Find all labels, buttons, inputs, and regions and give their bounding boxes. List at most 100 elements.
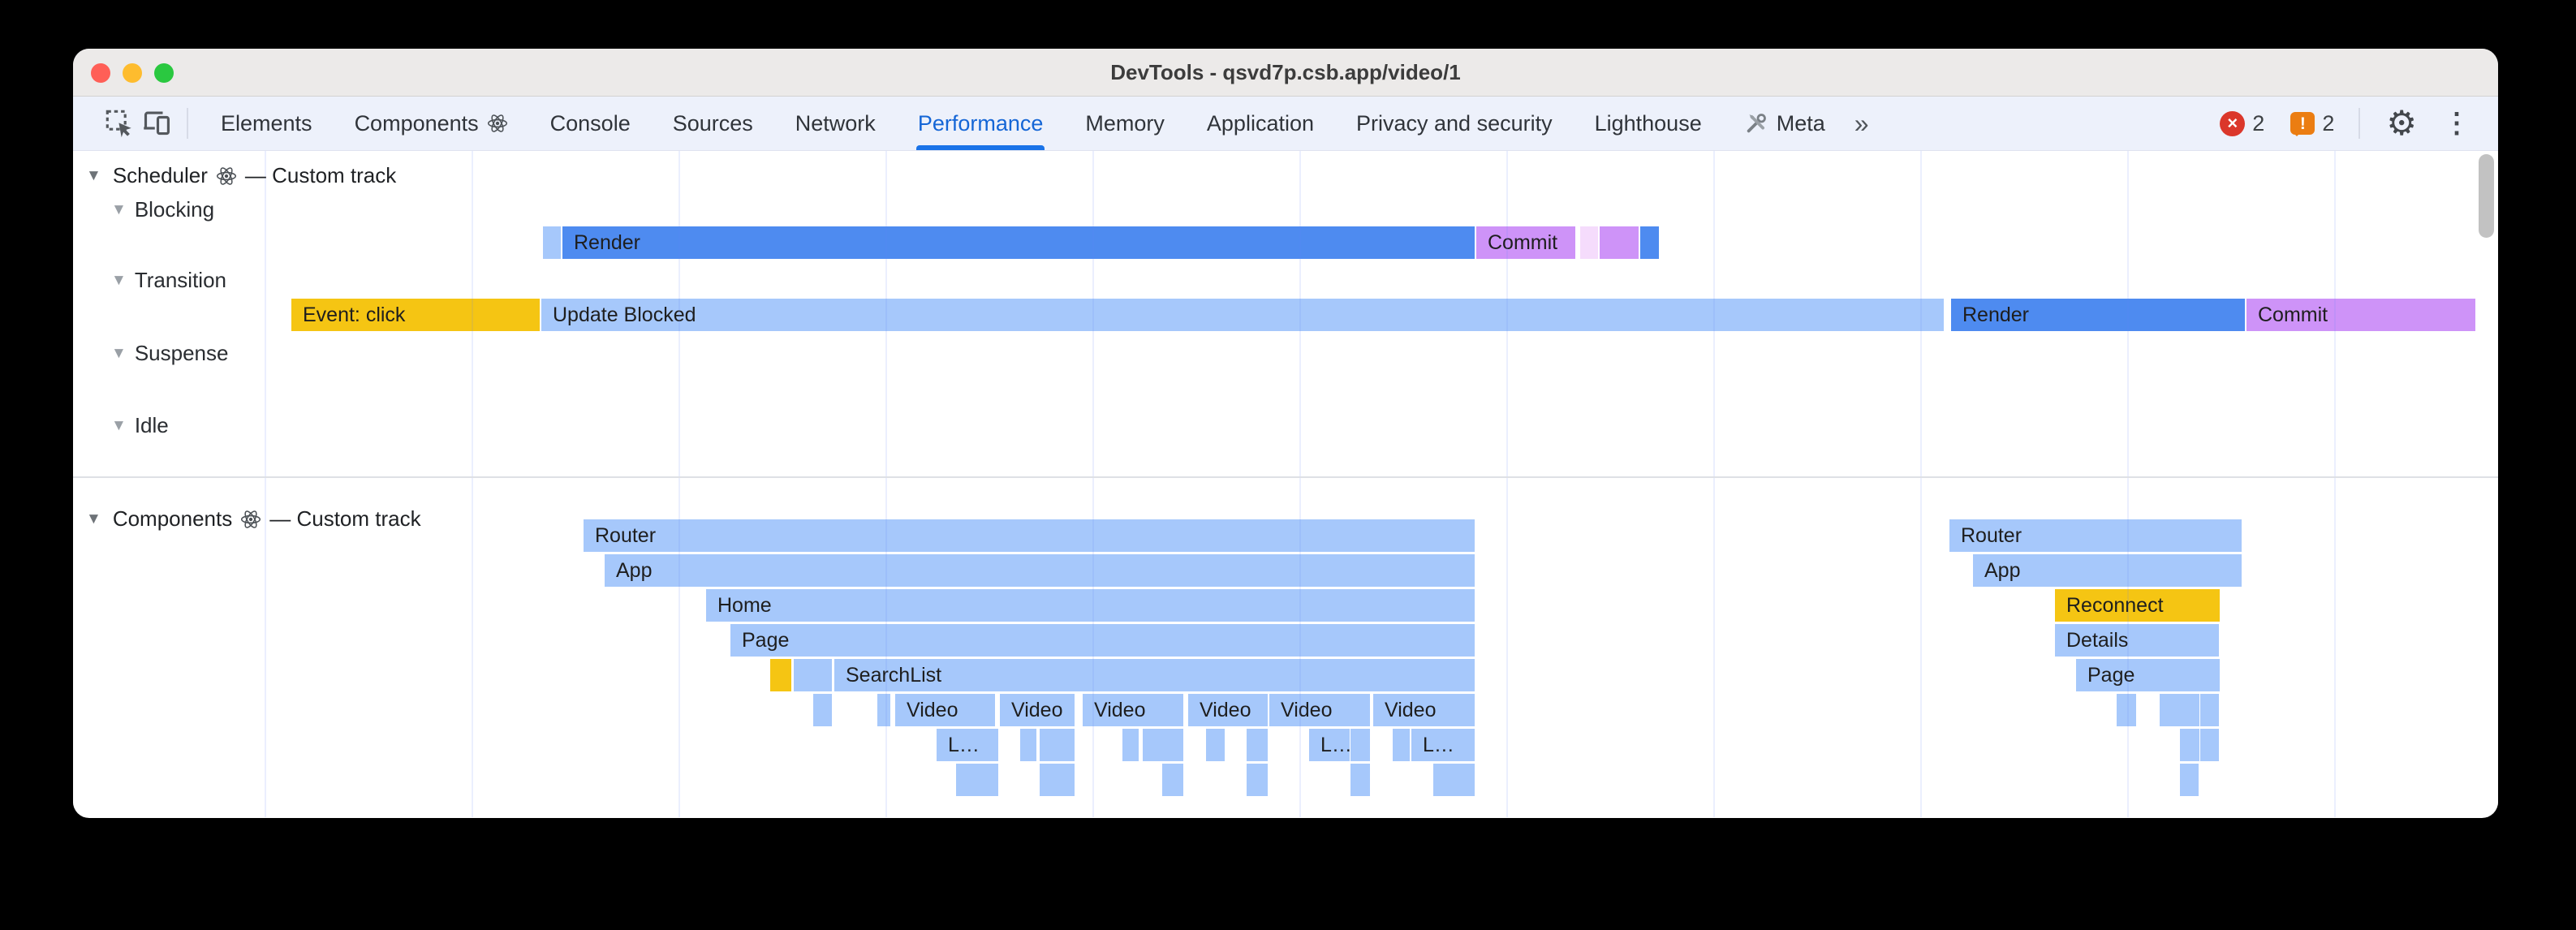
- error-badge[interactable]: × 2: [2220, 110, 2264, 136]
- collapse-triangle-icon[interactable]: ▼: [111, 200, 127, 218]
- flame-bar-details[interactable]: Details: [2055, 624, 2219, 657]
- collapse-triangle-icon[interactable]: ▼: [111, 271, 127, 289]
- flame-bar[interactable]: [956, 764, 998, 796]
- flame-bar[interactable]: [813, 694, 832, 726]
- flame-bar-render[interactable]: Render: [1951, 299, 2245, 331]
- flame-bar[interactable]: [2180, 764, 2199, 796]
- flame-bar-router[interactable]: Router: [1949, 519, 2242, 552]
- tab-label: Privacy and security: [1356, 110, 1553, 136]
- flame-bar[interactable]: [2180, 729, 2199, 761]
- flame-bar-video[interactable]: Video: [1188, 694, 1268, 726]
- collapse-triangle-icon[interactable]: ▼: [86, 510, 101, 527]
- flame-bar-render[interactable]: Render: [562, 226, 1475, 259]
- tab-performance[interactable]: Performance: [897, 97, 1065, 150]
- flame-bar-video[interactable]: Video: [1083, 694, 1183, 726]
- tab-elements[interactable]: Elements: [200, 97, 334, 150]
- flame-bar[interactable]: [1433, 764, 1475, 796]
- row-label-idle[interactable]: ▼ Idle: [111, 413, 169, 438]
- device-toolbar-icon-svg: [144, 111, 170, 136]
- flame-bar[interactable]: [1247, 729, 1268, 761]
- tab-network[interactable]: Network: [774, 97, 897, 150]
- more-tabs-chevron-icon[interactable]: »: [1854, 108, 1869, 138]
- warning-badge[interactable]: ! 2: [2290, 111, 2334, 136]
- flame-bar[interactable]: [794, 659, 832, 691]
- panel-tabs: Elements Components Console Sources Network…: [200, 97, 1846, 150]
- flame-bar-video[interactable]: Video: [1373, 694, 1475, 726]
- flame-bar-update-blocked[interactable]: Update Blocked: [541, 299, 1944, 331]
- row-label-transition[interactable]: ▼ Transition: [111, 268, 226, 293]
- window-title: DevTools - qsvd7p.csb.app/video/1: [1110, 60, 1461, 84]
- track-header-scheduler[interactable]: ▼ Scheduler — Custom track: [86, 163, 396, 188]
- flame-bar-app[interactable]: App: [605, 554, 1475, 587]
- flame-bar-l[interactable]: L…: [1411, 729, 1475, 761]
- flame-bar[interactable]: [1206, 729, 1225, 761]
- settings-gear-icon[interactable]: ⚙: [2386, 104, 2417, 142]
- flame-bar-event-click[interactable]: Event: click: [291, 299, 540, 331]
- close-window-button[interactable]: [91, 62, 110, 83]
- collapse-triangle-icon[interactable]: ▼: [111, 344, 127, 362]
- tab-console[interactable]: Console: [529, 97, 652, 150]
- gridline: [1713, 151, 1715, 817]
- flame-bar[interactable]: [1350, 729, 1370, 761]
- zoom-window-button[interactable]: [154, 62, 174, 83]
- flame-bar[interactable]: [2200, 729, 2219, 761]
- tab-lighthouse[interactable]: Lighthouse: [1574, 97, 1723, 150]
- flame-bar-commit[interactable]: Commit: [1476, 226, 1575, 259]
- flame-bar[interactable]: [1600, 226, 1639, 259]
- performance-flame-chart[interactable]: ▼ Scheduler — Custom track ▼ Blocking ▼ Trans…: [73, 151, 2498, 817]
- flame-bar-page[interactable]: Page: [2076, 659, 2220, 691]
- gridline: [678, 151, 680, 817]
- flame-bar-l[interactable]: L…: [1309, 729, 1350, 761]
- minimize-window-button[interactable]: [123, 62, 142, 83]
- tab-components[interactable]: Components: [334, 97, 529, 150]
- flame-bar-home[interactable]: Home: [706, 589, 1475, 622]
- row-label-blocking[interactable]: ▼ Blocking: [111, 197, 214, 222]
- flame-bar[interactable]: [2160, 694, 2199, 726]
- flame-bar-reconnect[interactable]: Reconnect: [2055, 589, 2220, 622]
- flame-bar-app[interactable]: App: [1973, 554, 2242, 587]
- flame-bar-l[interactable]: L…: [937, 729, 998, 761]
- tab-memory[interactable]: Memory: [1064, 97, 1186, 150]
- flame-bar[interactable]: [1350, 764, 1370, 796]
- flame-bar-router[interactable]: Router: [584, 519, 1475, 552]
- flame-bar[interactable]: [877, 694, 890, 726]
- flame-bar[interactable]: [1143, 729, 1183, 761]
- flame-bar-label: Render: [1962, 304, 2029, 326]
- tab-application[interactable]: Application: [1186, 97, 1335, 150]
- flame-bar-video[interactable]: Video: [895, 694, 995, 726]
- row-name: Blocking: [134, 197, 215, 222]
- flame-bar-commit[interactable]: Commit: [2246, 299, 2475, 331]
- flame-bar[interactable]: [543, 226, 561, 259]
- flame-bar[interactable]: [2200, 694, 2219, 726]
- collapse-triangle-icon[interactable]: ▼: [86, 166, 101, 184]
- track-header-components[interactable]: ▼ Components — Custom track: [86, 506, 421, 532]
- flame-bar[interactable]: [1393, 729, 1410, 761]
- more-options-kebab-icon[interactable]: ⋮: [2443, 108, 2470, 139]
- flame-bar[interactable]: [1040, 729, 1075, 761]
- flame-bar[interactable]: [1640, 226, 1659, 259]
- traffic-lights: [91, 49, 174, 97]
- flame-bar-label: L…: [1320, 734, 1350, 756]
- flame-bar-label: Reconnect: [2066, 594, 2164, 617]
- device-toolbar-icon[interactable]: [138, 105, 175, 142]
- flame-bar-page[interactable]: Page: [730, 624, 1475, 657]
- inspect-icon[interactable]: [101, 105, 138, 142]
- flame-bar[interactable]: [1162, 764, 1183, 796]
- gridline: [1299, 151, 1301, 817]
- flame-bar[interactable]: [1122, 729, 1139, 761]
- row-label-suspense[interactable]: ▼ Suspense: [111, 341, 228, 366]
- tab-privacy-and-security[interactable]: Privacy and security: [1335, 97, 1574, 150]
- flame-bar-video[interactable]: Video: [1000, 694, 1075, 726]
- tab-meta[interactable]: Meta: [1723, 97, 1846, 150]
- flame-bar[interactable]: [1580, 226, 1598, 259]
- tab-sources[interactable]: Sources: [652, 97, 774, 150]
- flame-bar[interactable]: [1020, 729, 1036, 761]
- flame-bar-searchlist[interactable]: SearchList: [834, 659, 1475, 691]
- flame-bar-video[interactable]: Video: [1269, 694, 1370, 726]
- scrollbar-thumb[interactable]: [2479, 154, 2494, 238]
- flame-bar[interactable]: [1040, 764, 1075, 796]
- flame-bar[interactable]: [2117, 694, 2136, 726]
- flame-bar[interactable]: [770, 659, 791, 691]
- collapse-triangle-icon[interactable]: ▼: [111, 416, 127, 434]
- flame-bar[interactable]: [1247, 764, 1268, 796]
